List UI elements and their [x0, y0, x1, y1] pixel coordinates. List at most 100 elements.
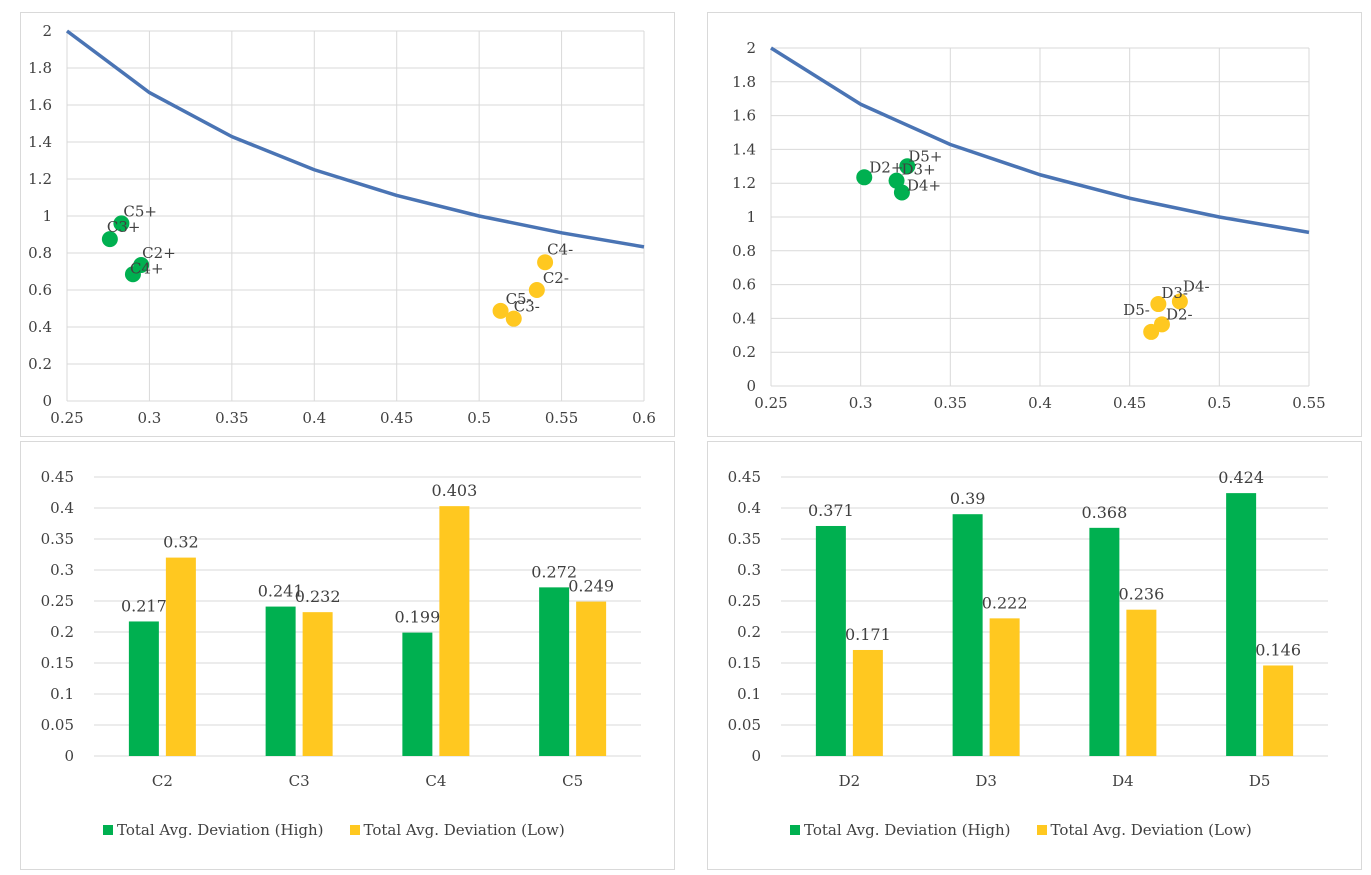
- data-label: 0.217: [121, 596, 167, 615]
- data-label: 0.368: [1081, 503, 1127, 522]
- scatter-chart-c: 0.25 0.3 0.35 0.4 0.45 0.5 0.55 0.6 0 0.2 0.4 0.6 0.…: [28, 22, 656, 427]
- scatter-point: [528, 282, 545, 298]
- data-label: 0.199: [394, 608, 440, 627]
- y-tick-label: 0.3: [50, 561, 74, 579]
- legend-label-high: Total Avg. Deviation (High): [117, 821, 324, 839]
- point-label: D5+: [908, 147, 942, 165]
- scatter-point: [1171, 293, 1188, 310]
- data-label: 0.236: [1118, 585, 1164, 604]
- point-label: D3-: [1161, 284, 1188, 302]
- y-tick-label: 0.1: [50, 685, 74, 703]
- y-tick-label: 0.8: [732, 242, 756, 260]
- y-tick-label: 0.1: [737, 685, 761, 703]
- reference-curve: [65, 29, 645, 249]
- y-tick-label: 0.2: [28, 355, 52, 373]
- point-label: C2+: [142, 244, 176, 262]
- data-label: 0.371: [808, 501, 854, 520]
- point-label: D2+: [869, 158, 903, 176]
- bar-low: [989, 618, 1020, 756]
- category-label: D2: [839, 772, 861, 790]
- data-label: 0.424: [1218, 468, 1264, 487]
- y-tick-label: 1.2: [732, 174, 756, 192]
- legend-swatch-low: [349, 825, 360, 835]
- bar-low: [1263, 665, 1294, 756]
- x-tick-label: 0.6: [632, 409, 656, 427]
- scatter-point: [492, 302, 509, 319]
- legend-swatch-high: [790, 825, 800, 835]
- x-tick-label: 0.25: [754, 394, 787, 412]
- bar-low: [852, 649, 883, 756]
- y-tick-label: 1.6: [732, 107, 756, 125]
- data-label: 0.241: [258, 582, 304, 601]
- y-tick-label: 0.3: [737, 561, 761, 579]
- category-label: D4: [1112, 772, 1134, 790]
- point-label: C2-: [543, 269, 569, 287]
- data-label: 0.222: [982, 593, 1028, 612]
- category-label: D5: [1249, 772, 1271, 790]
- point-label: C4-: [547, 240, 573, 258]
- bar-high: [1226, 493, 1257, 756]
- bar-low: [1126, 609, 1157, 756]
- y-tick-label: 0.6: [732, 276, 756, 294]
- x-tick-label: 0.5: [467, 409, 491, 427]
- data-label: 0.249: [568, 577, 614, 596]
- y-tick-label: 0.35: [41, 530, 74, 548]
- x-tick-label: 0.4: [302, 409, 326, 427]
- category-label: C2: [152, 772, 173, 790]
- y-tick-label: 2: [42, 22, 52, 40]
- y-tick-label: 0.2: [737, 623, 761, 641]
- scatter-point: [113, 215, 130, 232]
- y-tick-label: 0: [746, 377, 756, 395]
- bar-low: [302, 612, 333, 756]
- bar-chart-d: 0 0.05 0.1 0.15 0.2 0.25 0.3 0.35 0.4 0.45 D2 0.371…: [728, 468, 1328, 790]
- category-label: D3: [975, 772, 997, 790]
- y-tick-label: 0.45: [728, 468, 761, 486]
- x-tick-label: 0.4: [1028, 394, 1052, 412]
- legend-swatch-low: [1036, 825, 1047, 835]
- bar-high: [1089, 527, 1120, 756]
- y-tick-label: 1.4: [732, 140, 756, 158]
- y-tick-label: 0.05: [41, 716, 74, 734]
- x-tick-label: 0.25: [50, 409, 83, 427]
- bar-panel-c: 0 0.05 0.1 0.15 0.2 0.25 0.3 0.35 0.4 0.45 C2 0.217…: [20, 441, 675, 870]
- y-tick-label: 2: [746, 39, 756, 57]
- scatter-panel-d: 0.25 0.3 0.35 0.4 0.45 0.5 0.55 0 0.2 0.4 0.6 0.8 1 1…: [707, 12, 1362, 437]
- bar-high: [265, 606, 296, 756]
- point-label: D2-: [1166, 305, 1193, 323]
- x-tick-label: 0.45: [1113, 394, 1146, 412]
- data-label: 0.403: [431, 481, 477, 500]
- legend-d: Total Avg. Deviation (High) Total Avg. D…: [790, 821, 1252, 839]
- scatter-point: [1150, 296, 1167, 313]
- scatter-point: [893, 184, 910, 201]
- point-label: D3+: [902, 161, 936, 179]
- y-tick-label: 0.4: [28, 318, 52, 336]
- data-label: 0.171: [845, 625, 891, 644]
- legend-label-high: Total Avg. Deviation (High): [804, 821, 1011, 839]
- x-tick-label: 0.3: [137, 409, 161, 427]
- y-tick-label: 1.6: [28, 96, 52, 114]
- bar-high: [815, 525, 846, 756]
- y-tick-label: 0.2: [50, 623, 74, 641]
- x-tick-label: 0.5: [1207, 394, 1231, 412]
- scatter-point: [124, 266, 141, 283]
- scatter-panel-c: 0.25 0.3 0.35 0.4 0.45 0.5 0.55 0.6 0 0.2 0.4 0.6 0.…: [20, 12, 675, 437]
- y-tick-label: 0.8: [28, 244, 52, 262]
- legend-c: Total Avg. Deviation (High) Total Avg. D…: [103, 821, 565, 839]
- y-tick-label: 0.6: [28, 281, 52, 299]
- y-tick-label: 0.25: [728, 592, 761, 610]
- bar-chart-c: 0 0.05 0.1 0.15 0.2 0.25 0.3 0.35 0.4 0.45 C2 0.217…: [41, 468, 641, 790]
- legend-item-high: Total Avg. Deviation (High): [103, 821, 324, 839]
- y-tick-label: 0.35: [728, 530, 761, 548]
- category-label: C4: [425, 772, 446, 790]
- reference-curve: [770, 46, 1310, 235]
- bar-high: [952, 514, 983, 756]
- bar-low: [576, 601, 607, 756]
- scatter-chart-d: 0.25 0.3 0.35 0.4 0.45 0.5 0.55 0 0.2 0.4 0.6 0.8 1 1…: [732, 39, 1326, 412]
- bar-high: [539, 587, 570, 756]
- point-label: D5-: [1123, 301, 1150, 319]
- y-tick-label: 0.4: [50, 499, 74, 517]
- point-label: D4+: [907, 176, 941, 194]
- scatter-point: [537, 254, 554, 271]
- data-label: 0.146: [1255, 640, 1301, 659]
- y-tick-label: 0.15: [728, 654, 761, 672]
